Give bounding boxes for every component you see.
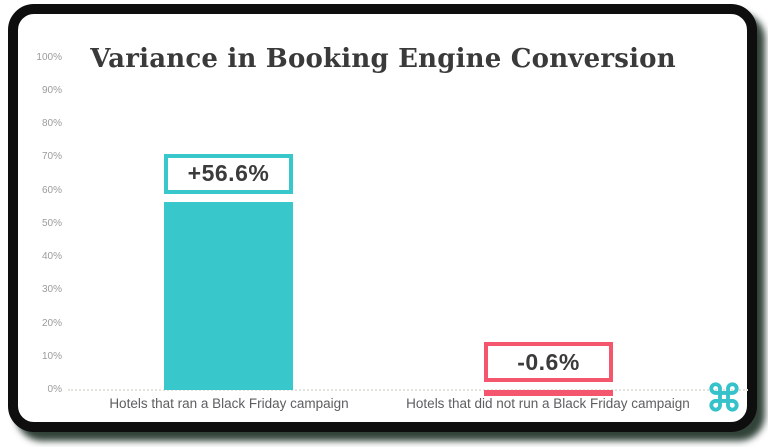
chart-card	[8, 4, 757, 432]
category-label-0: Hotels that ran a Black Friday campaign	[109, 396, 349, 411]
y-tick-label-10: 10%	[41, 350, 62, 362]
y-tick-label-40: 40%	[41, 251, 62, 262]
x-axis-baseline	[68, 389, 748, 391]
y-tick-label-50: 50%	[41, 217, 62, 229]
y-tick-label-20: 20%	[41, 317, 62, 329]
category-label-1: Hotels that did not run a Black Friday c…	[406, 396, 690, 411]
bar-value-label-0: +56.6%	[164, 153, 293, 194]
bar-value-label-1: -0.6%	[484, 342, 613, 382]
y-tick-label-70: 70%	[41, 151, 62, 163]
y-tick-label-0: 0%	[47, 384, 62, 395]
y-tick-label-100: 100%	[36, 51, 62, 63]
bar-0	[164, 201, 293, 390]
y-tick-label-30: 30%	[41, 284, 62, 296]
y-tick-label-90: 90%	[41, 84, 62, 96]
y-tick-label-60: 60%	[41, 184, 62, 196]
y-tick-label-80: 80%	[41, 118, 62, 129]
bar-1	[484, 390, 613, 396]
command-logo-icon: ⌘	[705, 378, 743, 419]
chart-title: Variance in Booking Engine Conversion	[90, 44, 676, 74]
